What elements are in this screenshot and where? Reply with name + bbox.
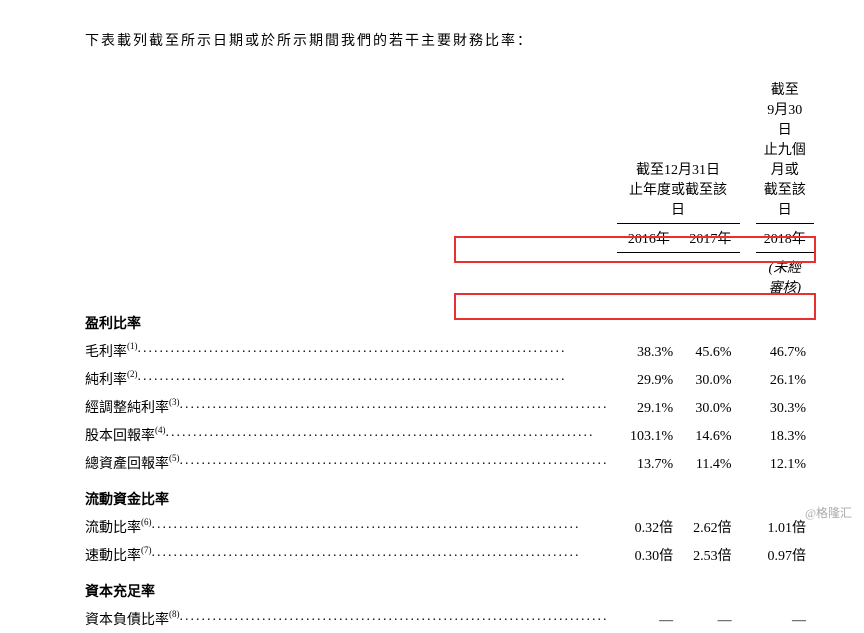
- cell-v2: 11.4%: [681, 449, 739, 477]
- row-label: 純利率: [85, 369, 127, 389]
- cell-v1: 38.3%: [617, 337, 682, 365]
- cell-v1: 29.1%: [617, 393, 682, 421]
- cell-v2: 45.6%: [681, 337, 739, 365]
- cell-v1: —: [617, 605, 682, 633]
- cell-v2: 14.6%: [681, 421, 739, 449]
- cell-v1: 29.9%: [617, 365, 682, 393]
- row-label: 經調整純利率: [85, 397, 169, 417]
- table-row: 純利率(2)..................................…: [85, 365, 814, 393]
- table-row: 總資產回報率(5)...............................…: [85, 449, 814, 477]
- table-row: 資本負債比率(8)...............................…: [85, 605, 814, 633]
- intro-text: 下表載列截至所示日期或於所示期間我們的若干主要財務比率：: [85, 30, 814, 50]
- header-group2: 截至 9月30日 止九個月或 截至該日: [756, 75, 814, 224]
- row-label: 速動比率: [85, 545, 141, 565]
- row-label: 股本回報率: [85, 425, 155, 445]
- table-row: 毛利率(1)..................................…: [85, 337, 814, 365]
- cell-v3: 18.3%: [756, 421, 814, 449]
- header-year3: 2018年: [756, 224, 814, 253]
- financial-ratios-table: 截至12月31日 止年度或截至該日 截至 9月30日 止九個月或 截至該日 20…: [85, 75, 814, 633]
- section-capital-title: 資本充足率: [85, 569, 814, 605]
- row-note: (6): [141, 517, 152, 537]
- row-note: (8): [169, 609, 180, 629]
- row-label: 資本負債比率: [85, 609, 169, 629]
- cell-v2: 2.53倍: [681, 541, 739, 569]
- cell-v3: —: [756, 605, 814, 633]
- row-note: (2): [127, 369, 138, 389]
- section-liquidity-title: 流動資金比率: [85, 477, 814, 513]
- cell-v1: 0.32倍: [617, 513, 682, 541]
- cell-v1: 13.7%: [617, 449, 682, 477]
- row-label: 流動比率: [85, 517, 141, 537]
- row-label: 總資產回報率: [85, 453, 169, 473]
- cell-v3: 0.97倍: [756, 541, 814, 569]
- cell-v2: 30.0%: [681, 365, 739, 393]
- cell-v3: 30.3%: [756, 393, 814, 421]
- cell-v1: 103.1%: [617, 421, 682, 449]
- cell-v3: 26.1%: [756, 365, 814, 393]
- row-note: (1): [127, 341, 138, 361]
- cell-v3: 46.7%: [756, 337, 814, 365]
- row-label: 毛利率: [85, 341, 127, 361]
- table-row: 速動比率(7).................................…: [85, 541, 814, 569]
- cell-v2: —: [681, 605, 739, 633]
- table-row: 股本回報率(4)................................…: [85, 421, 814, 449]
- row-note: (7): [141, 545, 152, 565]
- section-profit-title: 盈利比率: [85, 301, 814, 337]
- header-group1: 截至12月31日 止年度或截至該日: [617, 75, 740, 224]
- table-row: 流動比率(6).................................…: [85, 513, 814, 541]
- cell-v1: 0.30倍: [617, 541, 682, 569]
- cell-v2: 30.0%: [681, 393, 739, 421]
- cell-v2: 2.62倍: [681, 513, 739, 541]
- row-note: (3): [169, 397, 180, 417]
- header-year2: 2017年: [681, 224, 739, 253]
- row-note: (4): [155, 425, 166, 445]
- header-year1: 2016年: [617, 224, 682, 253]
- table-row: 經調整純利率(3)...............................…: [85, 393, 814, 421]
- watermark: @格隆汇: [805, 504, 852, 521]
- header-note3: (未經審核): [756, 253, 814, 302]
- row-note: (5): [169, 453, 180, 473]
- cell-v3: 12.1%: [756, 449, 814, 477]
